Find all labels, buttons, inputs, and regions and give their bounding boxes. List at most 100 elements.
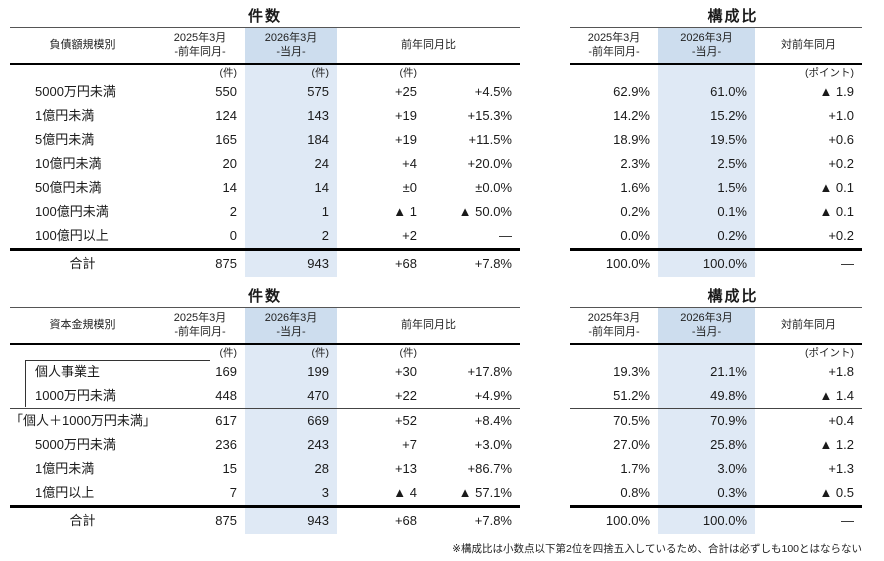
row-label: 1億円未満 [35, 461, 95, 476]
col-header-curr-month: 2026年3月 -当月- [245, 307, 337, 345]
row-label: 10億円未満 [35, 156, 102, 171]
col-header-prev-month: 2025年3月 -前年同月- [155, 27, 245, 65]
table-row: 「個人＋1000万円未満」 617 669 +52 +8.4% [10, 408, 520, 433]
total-prev-share: 100.0% [570, 248, 658, 277]
row-label: 5億円未満 [35, 132, 95, 147]
cell-curr-count: 184 [245, 128, 337, 152]
cell-share-diff: ▲ 0.5 [819, 485, 854, 500]
cell-curr-share: 0.2% [658, 224, 755, 250]
cell-prev-share: 19.3% [613, 364, 650, 379]
cell-curr-share: 49.8% [658, 384, 755, 409]
cell-diff-count: +2 [402, 228, 417, 243]
cell-curr-count: 669 [245, 408, 337, 433]
table-row: 0.2% 0.1% ▲ 0.1 [570, 200, 862, 224]
share-table-title: 構成比 [707, 7, 759, 25]
debt-size-count-table: 負債額規模別 2025年3月 -前年同月- 2026年3月 -当月- 前年同月比 [10, 27, 520, 277]
table-row: 14.2% 15.2% +1.0 [570, 104, 862, 128]
cell-prev-share: 1.6% [620, 180, 650, 195]
total-row: 合計 875 943 +68 +7.8% [10, 248, 520, 277]
cell-curr-count: 28 [245, 457, 337, 481]
unit-label: (件) [219, 347, 238, 359]
cell-curr-count: 199 [245, 360, 337, 384]
total-curr-count: 943 [245, 505, 337, 534]
row-label: 5000万円未満 [35, 437, 116, 452]
cell-prev-share: 18.9% [613, 132, 650, 147]
table-row: 2.3% 2.5% +0.2 [570, 152, 862, 176]
table-row: 5000万円未満 550 575 +25 +4.5% [10, 80, 520, 104]
col-header-category: 負債額規模別 [10, 27, 155, 65]
cell-share-diff: ▲ 1.4 [819, 388, 854, 403]
cell-curr-count: 143 [245, 104, 337, 128]
cell-prev-count: 0 [229, 228, 237, 243]
section-titles: 件数 構成比 [0, 283, 884, 307]
cell-curr-count: 14 [245, 176, 337, 200]
cell-diff-pct: — [499, 228, 512, 243]
cell-diff-count: +19 [394, 132, 417, 147]
cell-share-diff: ▲ 0.1 [819, 204, 854, 219]
table-row: 70.5% 70.9% +0.4 [570, 408, 862, 433]
cell-share-diff: +0.2 [828, 156, 854, 171]
table-row: 19.3% 21.1% +1.8 [570, 360, 862, 384]
unit-row: (ポイント) [570, 344, 862, 360]
share-table-title: 構成比 [707, 287, 759, 305]
col-header-prev-month: 2025年3月 -前年同月- [570, 307, 658, 345]
cell-curr-count: 1 [245, 200, 337, 224]
total-prev-count: 875 [155, 248, 245, 277]
col-header-yoy: 前年同月比 [337, 307, 520, 345]
table-row: 1億円未満 124 143 +19 +15.3% [10, 104, 520, 128]
cell-diff-pct: ▲ 50.0% [458, 204, 512, 219]
cell-diff-count: +13 [394, 461, 417, 476]
unit-label: (件) [245, 344, 337, 360]
cell-share-diff: +0.2 [828, 228, 854, 243]
header-row: 2025年3月 -前年同月- 2026年3月 -当月- 対前年同月 [570, 27, 862, 65]
cell-diff-count: ▲ 1 [393, 204, 417, 219]
capital-size-section: 件数 構成比 資本金規模別 2025年3月 -前年同月- [0, 283, 884, 534]
cell-prev-count: 20 [222, 156, 237, 171]
cell-diff-pct: +15.3% [467, 108, 512, 123]
cell-prev-count: 550 [215, 84, 237, 99]
cell-prev-count: 236 [215, 437, 237, 452]
col-header-yoy: 前年同月比 [337, 27, 520, 65]
cell-diff-count: +7 [402, 437, 417, 452]
cell-diff-pct: +86.7% [467, 461, 512, 476]
total-diff-count: +68 [337, 505, 425, 534]
row-label: 「個人＋1000万円未満」 [10, 408, 156, 433]
count-table-title: 件数 [247, 287, 282, 305]
col-header-curr-month: 2026年3月 -当月- [245, 27, 337, 65]
table-row: 5000万円未満 236 243 +7 +3.0% [10, 433, 520, 457]
table-row: 0.0% 0.2% +0.2 [570, 224, 862, 250]
cell-prev-count: 14 [222, 180, 237, 195]
total-prev-share: 100.0% [570, 505, 658, 534]
unit-row: (件) (件) (件) [10, 64, 520, 80]
cell-prev-share: 2.3% [620, 156, 650, 171]
cell-diff-pct: +11.5% [468, 132, 513, 147]
cell-curr-share: 0.1% [658, 200, 755, 224]
table-row: 1億円以上 7 3 ▲ 4 ▲ 57.1% [10, 481, 520, 507]
total-row: 合計 875 943 +68 +7.8% [10, 505, 520, 534]
cell-diff-pct: +4.5% [474, 84, 512, 99]
unit-label: (件) [399, 347, 418, 359]
table-row: 0.8% 0.3% ▲ 0.5 [570, 481, 862, 507]
cell-prev-count: 448 [215, 388, 237, 403]
total-diff-pct: +7.8% [425, 505, 520, 534]
table-row: 18.9% 19.5% +0.6 [570, 128, 862, 152]
cell-share-diff: +0.6 [828, 132, 854, 147]
cell-prev-share: 0.2% [620, 204, 650, 219]
col-header-curr-month: 2026年3月 -当月- [658, 307, 755, 345]
unit-row: (件) (件) (件) [10, 344, 520, 360]
header-row: 資本金規模別 2025年3月 -前年同月- 2026年3月 -当月- 前年同月比 [10, 307, 520, 345]
header-row: 負債額規模別 2025年3月 -前年同月- 2026年3月 -当月- 前年同月比 [10, 27, 520, 65]
cell-prev-count: 2 [229, 204, 237, 219]
total-label: 合計 [10, 505, 155, 534]
total-share-diff: — [755, 248, 862, 277]
header-row: 2025年3月 -前年同月- 2026年3月 -当月- 対前年同月 [570, 307, 862, 345]
cell-diff-count: +25 [394, 84, 417, 99]
cell-curr-share: 19.5% [658, 128, 755, 152]
cell-diff-pct: +3.0% [474, 437, 512, 452]
total-curr-count: 943 [245, 248, 337, 277]
cell-curr-share: 0.3% [658, 481, 755, 507]
cell-prev-count: 124 [215, 108, 237, 123]
col-header-vs-prev-year: 対前年同月 [755, 27, 862, 65]
table-row: 100億円以上 0 2 +2 — [10, 224, 520, 250]
unit-row: (ポイント) [570, 64, 862, 80]
